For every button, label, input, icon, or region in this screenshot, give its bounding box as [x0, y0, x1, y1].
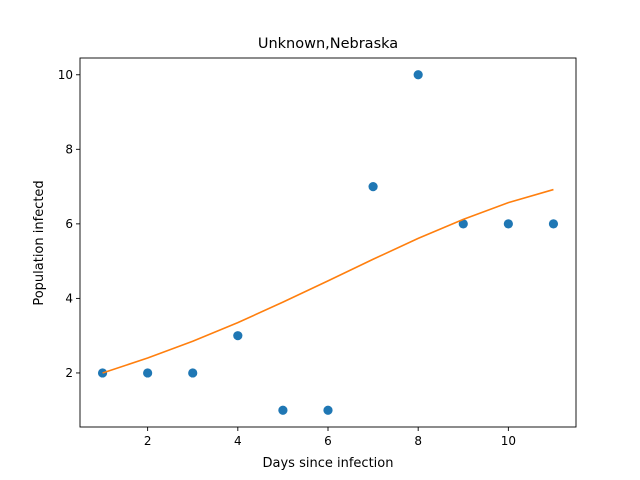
data-point	[458, 219, 468, 229]
x-tick-label: 6	[324, 434, 332, 448]
y-tick-label: 10	[58, 68, 73, 82]
x-tick-label: 8	[414, 434, 422, 448]
data-point	[323, 405, 333, 415]
plot-frame	[79, 57, 577, 428]
data-point	[188, 368, 198, 378]
data-point	[548, 219, 559, 229]
data-point	[368, 181, 378, 192]
data-point	[413, 70, 423, 80]
y-tick-label: 4	[65, 291, 73, 305]
chart-title: Unknown,Nebraska	[258, 36, 398, 52]
x-tick-label: 2	[144, 434, 152, 448]
data-point	[503, 219, 513, 229]
y-tick-label: 8	[65, 142, 73, 156]
x-tick-label: 10	[501, 434, 516, 448]
axes: 2 4 6 8 10 2 4 6 8 10	[58, 57, 577, 448]
data-point	[278, 405, 288, 415]
y-axis-label: Population infected	[32, 180, 47, 305]
y-tick-label: 2	[65, 366, 73, 380]
fitted-curve-line	[102, 188, 554, 374]
data-point	[233, 331, 243, 341]
plot-marks	[97, 70, 559, 415]
x-tick-label: 4	[234, 434, 242, 448]
y-tick-label: 6	[65, 217, 73, 231]
data-point	[143, 368, 153, 378]
x-axis-label: Days since infection	[263, 456, 394, 471]
